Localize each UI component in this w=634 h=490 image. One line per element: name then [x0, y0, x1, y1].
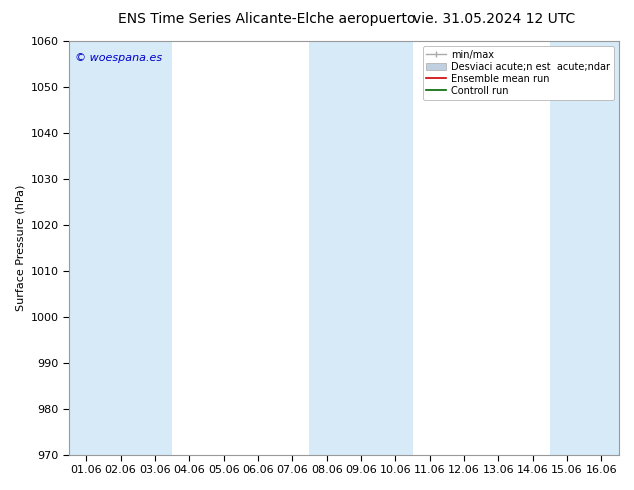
Bar: [69, 41, 172, 455]
Text: © woespana.es: © woespana.es: [75, 53, 162, 64]
Bar: [550, 41, 619, 455]
Text: ENS Time Series Alicante-Elche aeropuerto: ENS Time Series Alicante-Elche aeropuert…: [117, 12, 415, 26]
Bar: [309, 41, 413, 455]
Legend: min/max, Desviaci acute;n est  acute;ndar, Ensemble mean run, Controll run: min/max, Desviaci acute;n est acute;ndar…: [423, 46, 614, 99]
Y-axis label: Surface Pressure (hPa): Surface Pressure (hPa): [15, 185, 25, 311]
Text: vie. 31.05.2024 12 UTC: vie. 31.05.2024 12 UTC: [413, 12, 576, 26]
